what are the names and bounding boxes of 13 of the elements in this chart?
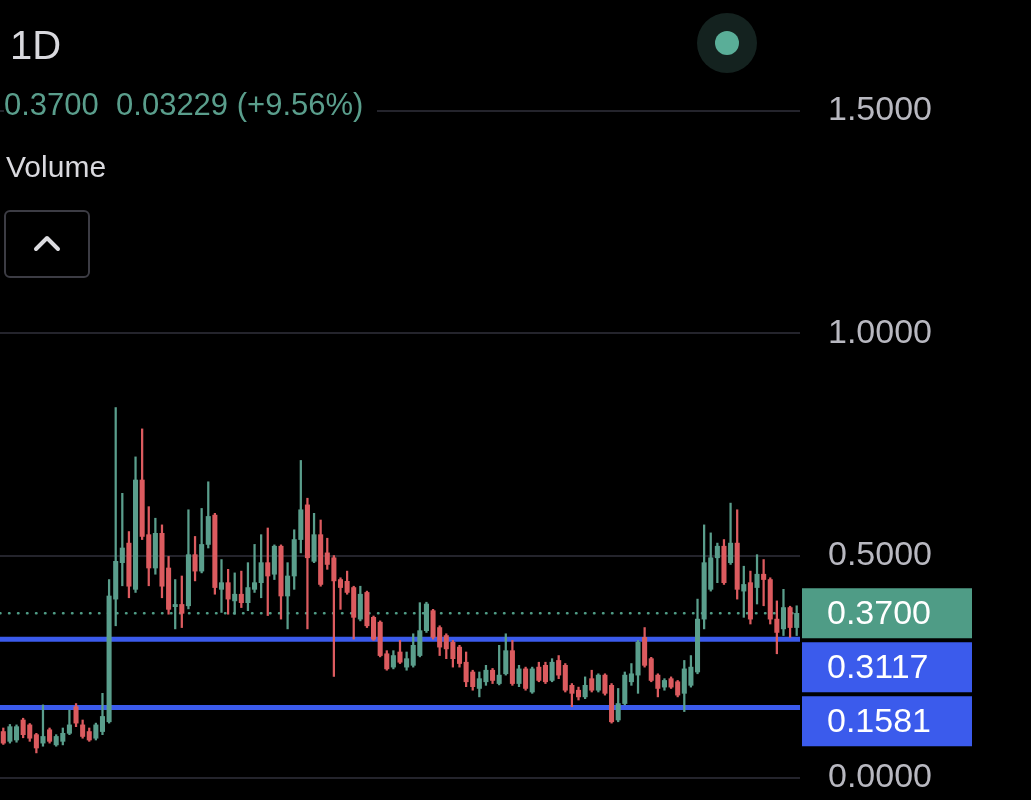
candlestick — [252, 544, 258, 593]
y-tick-label: 0.0000 — [828, 756, 932, 795]
y-tick-label: 1.0000 — [828, 311, 932, 350]
text: 0.3700 0.03229 (+9.56%) — [4, 86, 378, 124]
text: 1D — [10, 22, 70, 68]
y-tick-label: 0.5000 — [828, 533, 932, 572]
annotation: Volume — [6, 148, 107, 186]
ref-line-label: 0.3117 — [827, 646, 929, 685]
ref-line-label: 0.1581 — [827, 700, 931, 739]
candlestick — [337, 577, 344, 610]
candlestick — [728, 502, 734, 565]
y-tick-label: 1.5000 — [828, 89, 932, 128]
ref-line-label: 0.3700 — [827, 592, 931, 631]
